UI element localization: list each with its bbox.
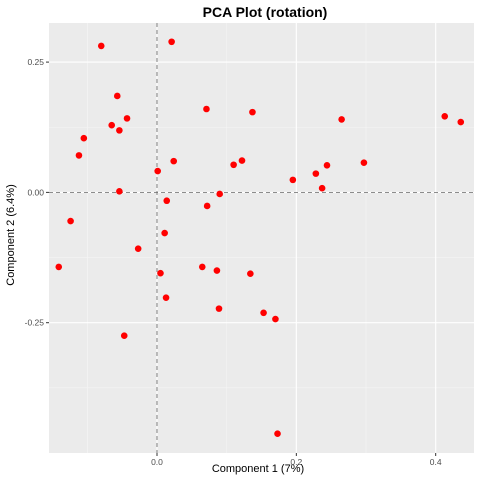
data-point bbox=[272, 315, 279, 323]
data-point bbox=[154, 167, 161, 175]
data-point bbox=[162, 294, 170, 301]
data-point bbox=[203, 202, 211, 210]
x-tick-label: 0.0 bbox=[151, 457, 163, 467]
data-point bbox=[213, 267, 221, 274]
data-point bbox=[247, 270, 254, 278]
data-point bbox=[360, 159, 368, 166]
data-point bbox=[198, 263, 206, 271]
x-tick-label: 0.2 bbox=[290, 457, 302, 467]
data-points bbox=[55, 38, 465, 438]
data-point bbox=[108, 121, 116, 129]
data-point bbox=[116, 188, 123, 195]
x-tick-label: 0.4 bbox=[430, 457, 442, 467]
data-point bbox=[238, 157, 246, 164]
data-point bbox=[216, 190, 223, 198]
data-point bbox=[457, 118, 465, 126]
data-point bbox=[157, 269, 164, 277]
chart-title: PCA Plot (rotation) bbox=[203, 4, 328, 20]
data-point bbox=[161, 229, 168, 237]
data-point bbox=[134, 245, 142, 252]
data-point bbox=[318, 184, 326, 192]
data-point bbox=[80, 134, 88, 142]
data-point bbox=[75, 152, 83, 159]
data-point bbox=[274, 430, 281, 438]
data-point bbox=[323, 161, 331, 169]
data-point bbox=[168, 38, 175, 46]
data-point bbox=[260, 309, 267, 317]
y-tick-label: -0.25 bbox=[25, 318, 45, 328]
data-point bbox=[163, 197, 171, 205]
data-point bbox=[170, 157, 178, 165]
data-point bbox=[289, 176, 297, 184]
data-point bbox=[312, 170, 320, 177]
plot-panel bbox=[49, 23, 474, 453]
data-point bbox=[97, 42, 105, 50]
data-point bbox=[113, 92, 121, 100]
data-point bbox=[67, 217, 74, 225]
data-point bbox=[230, 161, 237, 169]
y-tick-label: 0.25 bbox=[27, 57, 44, 67]
y-axis-ticks: -0.25 0.00 0.25 bbox=[25, 57, 49, 328]
data-point bbox=[441, 112, 449, 120]
data-point bbox=[123, 115, 131, 122]
x-axis-title: Component 1 (7%) bbox=[212, 463, 304, 475]
y-axis-title: Component 2 (6.4%) bbox=[5, 184, 17, 286]
data-point bbox=[338, 116, 345, 123]
data-point bbox=[120, 332, 128, 340]
y-tick-label: 0.00 bbox=[27, 187, 44, 197]
x-axis-ticks: 0.0 0.2 0.4 bbox=[151, 453, 442, 467]
data-point bbox=[249, 108, 256, 116]
data-point bbox=[215, 305, 223, 312]
data-point bbox=[116, 127, 123, 134]
data-point bbox=[203, 105, 210, 113]
data-point bbox=[55, 263, 63, 271]
